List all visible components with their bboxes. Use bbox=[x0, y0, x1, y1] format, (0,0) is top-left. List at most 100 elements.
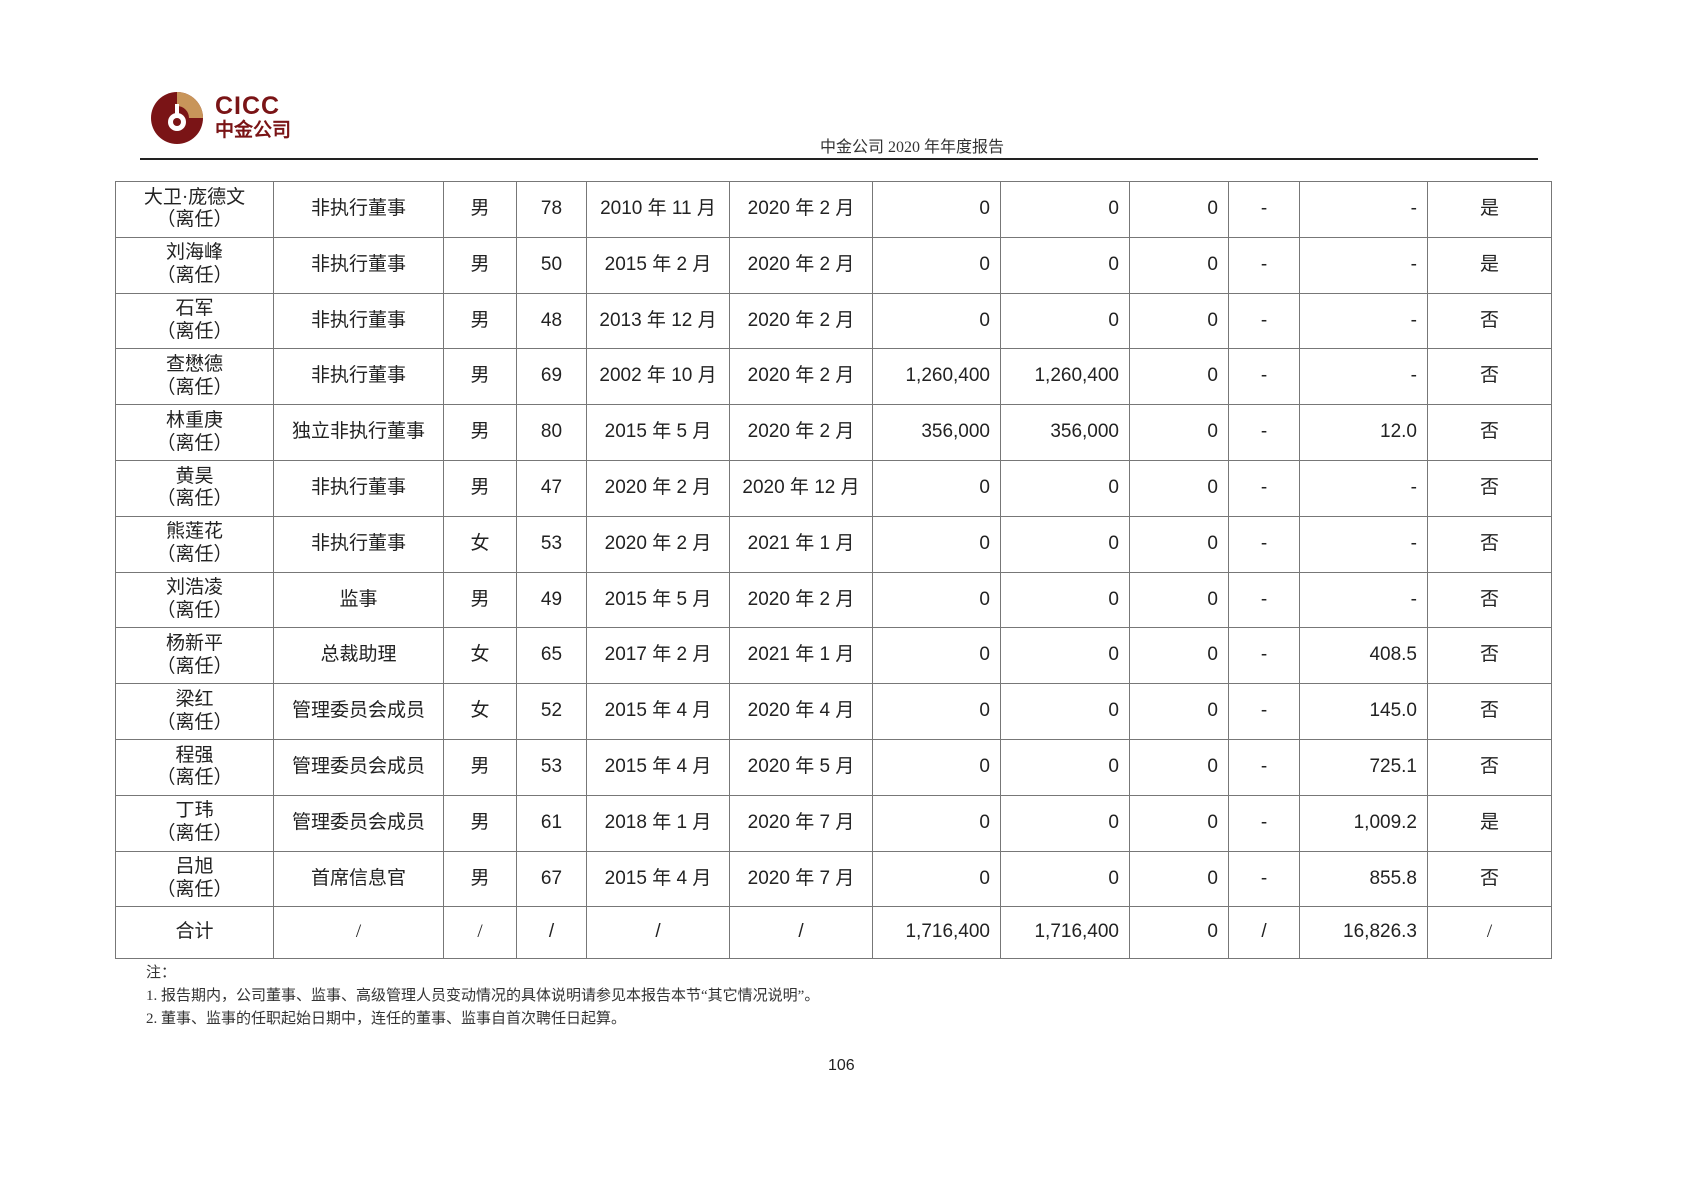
total-share-change: 0 bbox=[1129, 906, 1229, 960]
cell-name: 刘浩凌 （离任） bbox=[115, 571, 274, 629]
cell-term-start: 2018 年 1 月 bbox=[586, 794, 730, 852]
cell-position: 非执行董事 bbox=[273, 181, 444, 238]
cell-name: 石军 （离任） bbox=[115, 292, 274, 350]
cell-shares-start: 0 bbox=[872, 236, 1001, 294]
total-change-reason: / bbox=[1228, 906, 1300, 960]
cell-remuneration: - bbox=[1299, 571, 1428, 629]
cell-remuneration: 725.1 bbox=[1299, 738, 1428, 796]
cell-name: 丁玮 （离任） bbox=[115, 794, 274, 852]
cell-term-end: 2020 年 2 月 bbox=[729, 236, 873, 294]
cell-share-change: 0 bbox=[1129, 515, 1229, 573]
cell-shares-end: 0 bbox=[1000, 683, 1130, 740]
cell-term-end: 2021 年 1 月 bbox=[729, 515, 873, 573]
cell-share-change: 0 bbox=[1129, 571, 1229, 629]
person-name: 梁红 bbox=[175, 688, 214, 710]
cell-related-party: 否 bbox=[1427, 627, 1552, 685]
cell-share-change: 0 bbox=[1129, 292, 1229, 350]
cell-change-reason: - bbox=[1228, 292, 1300, 350]
cell-gender: 女 bbox=[443, 515, 517, 573]
cell-shares-end: 0 bbox=[1000, 181, 1130, 238]
status-label: （离任） bbox=[156, 823, 233, 845]
cell-name: 大卫·庞德文 （离任） bbox=[115, 181, 274, 238]
note-item: 1. 报告期内，公司董事、监事、高级管理人员变动情况的具体说明请参见本报告本节“… bbox=[146, 988, 820, 1004]
cell-name: 黄昊 （离任） bbox=[115, 459, 274, 517]
cell-share-change: 0 bbox=[1129, 404, 1229, 461]
cell-term-end: 2021 年 1 月 bbox=[729, 627, 873, 685]
cell-change-reason: - bbox=[1228, 627, 1300, 685]
cell-related-party: 否 bbox=[1427, 850, 1552, 908]
cell-position: 总裁助理 bbox=[273, 627, 444, 685]
cell-shares-end: 0 bbox=[1000, 292, 1130, 350]
cell-age: 61 bbox=[516, 794, 587, 852]
cell-related-party: 否 bbox=[1427, 459, 1552, 517]
cell-change-reason: - bbox=[1228, 404, 1300, 461]
report-title: 中金公司 2020 年年度报告 bbox=[820, 139, 1005, 156]
cell-term-start: 2010 年 11 月 bbox=[586, 181, 730, 238]
status-label: （离任） bbox=[156, 209, 233, 231]
cell-gender: 男 bbox=[443, 404, 517, 461]
cell-term-end: 2020 年 4 月 bbox=[729, 683, 873, 740]
cell-shares-start: 0 bbox=[872, 850, 1001, 908]
cell-shares-end: 0 bbox=[1000, 571, 1130, 629]
cell-gender: 男 bbox=[443, 348, 517, 406]
cell-change-reason: - bbox=[1228, 459, 1300, 517]
total-shares-start: 1,716,400 bbox=[872, 906, 1001, 960]
person-name: 石军 bbox=[175, 298, 214, 320]
cell-shares-start: 0 bbox=[872, 738, 1001, 796]
cell-age: 67 bbox=[516, 850, 587, 908]
cell-change-reason: - bbox=[1228, 348, 1300, 406]
note-item: 2. 董事、监事的任职起始日期中，连任的董事、监事自首次聘任日起算。 bbox=[146, 1011, 627, 1027]
cell-gender: 男 bbox=[443, 236, 517, 294]
cell-position: 非执行董事 bbox=[273, 515, 444, 573]
cell-shares-end: 0 bbox=[1000, 627, 1130, 685]
cell-age: 69 bbox=[516, 348, 587, 406]
header-divider bbox=[140, 158, 1538, 160]
cell-gender: 男 bbox=[443, 850, 517, 908]
table-row: 林重庚 （离任） 独立非执行董事男 80 2015 年 5 月 2020 年 2 月 356… bbox=[115, 404, 1552, 461]
status-label: （离任） bbox=[156, 265, 233, 287]
person-name: 熊莲花 bbox=[165, 521, 223, 543]
cell-shares-start: 0 bbox=[872, 292, 1001, 350]
cell-position: 独立非执行董事 bbox=[273, 404, 444, 461]
total-position: / bbox=[273, 906, 444, 960]
cell-remuneration: 855.8 bbox=[1299, 850, 1428, 908]
cell-position: 非执行董事 bbox=[273, 236, 444, 294]
cicc-logo: CICC 中金公司 bbox=[149, 90, 309, 148]
logo-text-cn: 中金公司 bbox=[215, 119, 292, 141]
cell-term-start: 2015 年 4 月 bbox=[586, 738, 730, 796]
cell-name: 查懋德 （离任） bbox=[115, 348, 274, 406]
cell-share-change: 0 bbox=[1129, 850, 1229, 908]
cell-age: 48 bbox=[516, 292, 587, 350]
cell-name: 林重庚 （离任） bbox=[115, 404, 274, 461]
cell-age: 50 bbox=[516, 236, 587, 294]
total-term-end: / bbox=[729, 906, 873, 960]
status-label: （离任） bbox=[156, 711, 233, 733]
cell-gender: 女 bbox=[443, 683, 517, 740]
cell-change-reason: - bbox=[1228, 738, 1300, 796]
cell-change-reason: - bbox=[1228, 794, 1300, 852]
person-name: 刘浩凌 bbox=[165, 577, 223, 599]
person-name: 黄昊 bbox=[175, 465, 214, 487]
cell-change-reason: - bbox=[1228, 850, 1300, 908]
cell-change-reason: - bbox=[1228, 683, 1300, 740]
cell-age: 49 bbox=[516, 571, 587, 629]
cell-age: 53 bbox=[516, 738, 587, 796]
cell-term-start: 2002 年 10 月 bbox=[586, 348, 730, 406]
cell-related-party: 否 bbox=[1427, 571, 1552, 629]
cell-age: 52 bbox=[516, 683, 587, 740]
cell-shares-start: 0 bbox=[872, 515, 1001, 573]
cell-shares-end: 0 bbox=[1000, 738, 1130, 796]
cell-position: 管理委员会成员 bbox=[273, 794, 444, 852]
cell-gender: 男 bbox=[443, 181, 517, 238]
cell-share-change: 0 bbox=[1129, 348, 1229, 406]
status-label: （离任） bbox=[156, 376, 233, 398]
cell-shares-end: 0 bbox=[1000, 794, 1130, 852]
cell-term-start: 2013 年 12 月 bbox=[586, 292, 730, 350]
cell-gender: 男 bbox=[443, 738, 517, 796]
